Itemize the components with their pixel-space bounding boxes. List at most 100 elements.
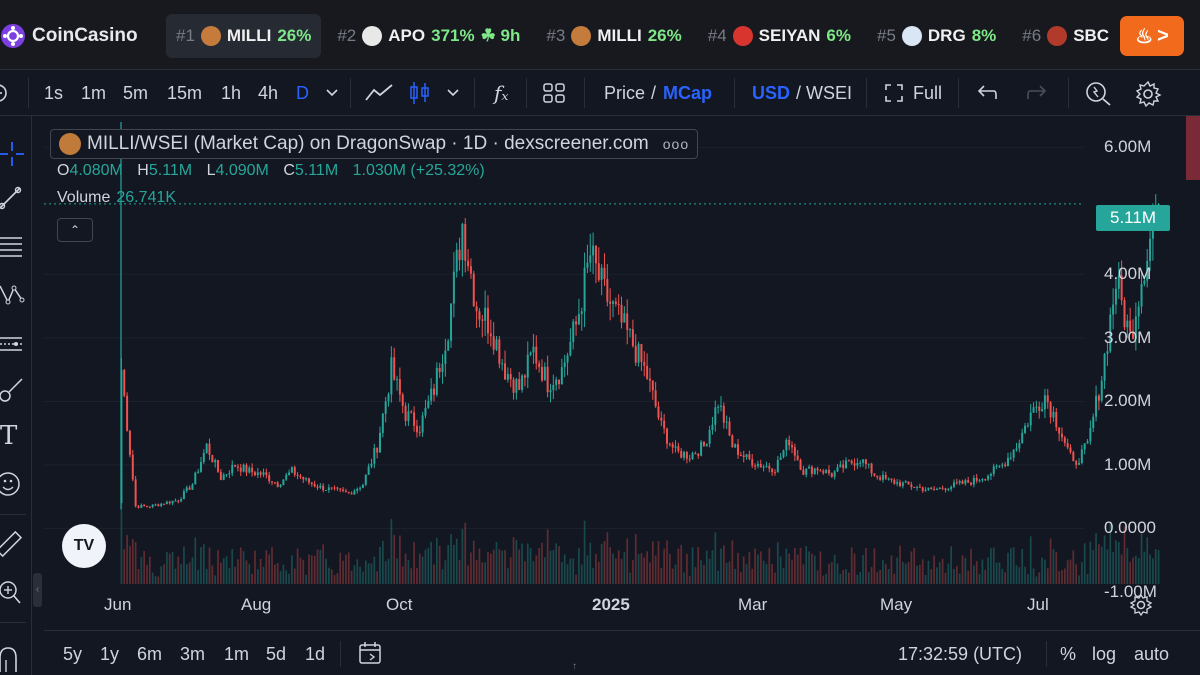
trend-line-icon[interactable] — [0, 184, 26, 212]
volume-bar — [285, 570, 288, 584]
volume-bar — [742, 556, 745, 584]
range-6m[interactable]: 6m — [137, 644, 163, 664]
volume-bar — [444, 560, 447, 584]
candle-body — [148, 506, 151, 508]
layout-grid-icon[interactable] — [542, 82, 566, 104]
brush-icon[interactable] — [0, 376, 26, 404]
ruler-icon[interactable] — [0, 530, 26, 558]
quick-search-icon[interactable] — [1084, 80, 1112, 106]
interval-4h[interactable]: 4h — [258, 83, 279, 103]
price-toggle[interactable]: Price — [604, 83, 646, 103]
collapse-legend-button[interactable]: ⌃ — [57, 218, 93, 242]
ticker-item-drg[interactable]: #5 DRG 8% — [867, 14, 1006, 58]
collapse-toolbar-handle[interactable]: ‹ — [33, 573, 42, 607]
redo-icon[interactable] — [1026, 83, 1048, 103]
price-tick-label: 1.00M — [1104, 454, 1152, 474]
volume-bar — [191, 557, 194, 584]
candle-body — [1089, 428, 1092, 442]
interval-d[interactable]: D — [296, 83, 309, 103]
indicators-icon[interactable]: fₓ — [494, 81, 509, 105]
candle-body — [489, 333, 492, 337]
usd-toggle[interactable]: USD — [752, 83, 791, 103]
volume-bar — [174, 568, 177, 584]
volume-bar — [524, 561, 526, 584]
chart-legend-title[interactable]: MILLI/WSEI (Market Cap) on DragonSwap · … — [50, 129, 699, 159]
undo-icon[interactable] — [976, 83, 998, 103]
wsei-toggle[interactable]: WSEI — [806, 83, 853, 103]
tradingview-logo-icon[interactable]: TV — [62, 524, 106, 568]
volume-bar — [916, 565, 918, 584]
fullscreen-icon[interactable] — [884, 83, 904, 103]
text-tool-icon[interactable]: T — [0, 421, 18, 451]
forecast-icon[interactable] — [0, 330, 26, 358]
volume-bar — [549, 550, 552, 584]
candle-body — [1083, 443, 1086, 450]
candle-body — [907, 481, 910, 485]
ticker-item-seiyan[interactable]: #4 SEIYAN 6% — [698, 14, 861, 58]
interval-1h[interactable]: 1h — [221, 83, 242, 103]
zoom-in-icon[interactable] — [0, 578, 26, 606]
interval-15m[interactable]: 15m — [167, 83, 203, 103]
more-options-icon[interactable]: ooo — [662, 136, 690, 152]
range-3m[interactable]: 3m — [180, 644, 206, 664]
candle-body — [339, 488, 342, 490]
candle-body — [165, 501, 168, 505]
price-chart[interactable] — [44, 122, 1200, 630]
crosshair-icon[interactable] — [0, 140, 26, 168]
go-to-date-calendar-icon[interactable] — [358, 641, 384, 667]
auto-toggle[interactable]: auto — [1134, 644, 1170, 664]
candles-icon[interactable] — [408, 80, 432, 106]
candle-body — [947, 488, 950, 490]
interval-1m[interactable]: 1m — [81, 83, 107, 103]
horizontal-lines-icon[interactable] — [0, 232, 26, 260]
candle-body — [330, 487, 333, 489]
emoji-icon[interactable] — [0, 470, 26, 498]
range-1d[interactable]: 1d — [305, 644, 326, 664]
mcap-toggle[interactable]: MCap — [663, 83, 712, 103]
candle-body — [685, 452, 688, 459]
settings-gear-icon[interactable] — [1134, 80, 1162, 108]
volume-bar — [131, 539, 134, 584]
chevron-down-icon[interactable] — [446, 85, 460, 101]
candle-body — [782, 450, 785, 458]
volume-bar — [1109, 521, 1112, 584]
candle-body — [296, 474, 299, 476]
pattern-icon[interactable] — [0, 280, 26, 308]
symbol-search-icon[interactable] — [0, 82, 12, 104]
ticker-item-milli[interactable]: #3 MILLI 26% — [536, 14, 691, 58]
candle-body — [350, 493, 353, 495]
magnet-icon[interactable] — [0, 644, 26, 672]
full-label[interactable]: Full — [913, 83, 943, 103]
interval-5m[interactable]: 5m — [123, 83, 149, 103]
chevron-down-icon[interactable] — [325, 85, 339, 101]
line-chart-icon[interactable] — [364, 82, 394, 104]
volume-bar — [288, 573, 290, 584]
volume-bar — [143, 551, 146, 584]
axis-settings-gear-icon[interactable] — [1130, 594, 1152, 616]
candle-body — [1126, 320, 1129, 328]
range-5y[interactable]: 5y — [63, 644, 83, 664]
log-toggle[interactable]: log — [1092, 644, 1117, 664]
percent-toggle[interactable]: % — [1060, 644, 1077, 664]
brand[interactable]: CoinCasino — [0, 22, 138, 50]
candle-body — [427, 400, 430, 408]
utc-clock[interactable]: 17:32:59 (UTC) — [898, 644, 1023, 664]
ticker-item-sbc[interactable]: #6 SBC — [1012, 14, 1125, 58]
interval-1s[interactable]: 1s — [44, 83, 64, 103]
ticker-item-apo[interactable]: #2 APO 371% ☘ 9h — [327, 14, 530, 58]
candle-body — [393, 357, 396, 380]
volume-bar — [714, 532, 717, 584]
range-1y[interactable]: 1y — [100, 644, 120, 664]
volume-bar — [688, 575, 691, 584]
trending-next-button[interactable]: ♨ > — [1120, 16, 1184, 56]
candle-body — [222, 474, 225, 480]
resize-handle-icon[interactable]: ↑ — [572, 661, 577, 672]
range-5d[interactable]: 5d — [266, 644, 287, 664]
volume-bar — [1092, 549, 1095, 584]
candle-body — [881, 474, 884, 480]
open-value: 4.080M — [69, 162, 123, 179]
ticker-item-milli[interactable]: #1 MILLI 26% — [166, 14, 322, 58]
volume-bar — [666, 540, 668, 584]
range-1m[interactable]: 1m — [224, 644, 250, 664]
candle-body — [344, 490, 347, 493]
